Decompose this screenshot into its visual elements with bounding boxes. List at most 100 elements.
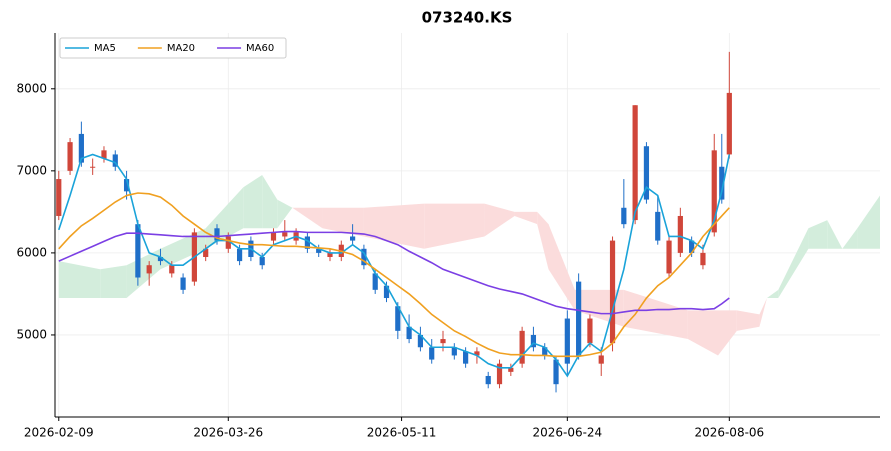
candle-body: [564, 318, 570, 364]
candle-body: [598, 355, 604, 364]
candle-body: [726, 92, 732, 155]
candle-body: [169, 265, 175, 274]
candle-body: [157, 257, 164, 262]
cloud-segment: [827, 220, 843, 249]
cloud-segment: [160, 228, 206, 270]
ma-line: [58, 230, 730, 315]
candle-body: [542, 347, 548, 356]
candle-body: [135, 224, 141, 278]
candle-body: [496, 363, 503, 385]
candle-body: [485, 375, 491, 385]
candle-body: [519, 330, 525, 364]
candle-body: [90, 166, 96, 168]
cloud-segment: [766, 289, 779, 299]
cloud-segment: [842, 228, 858, 249]
cloud-segment: [424, 203, 485, 249]
x-tick-label: 2026-08-06: [694, 426, 764, 440]
candle-body: [530, 334, 537, 348]
candle-body: [270, 232, 277, 241]
candle-body: [632, 105, 638, 221]
cloud-segment: [363, 203, 425, 249]
legend-box: [59, 37, 287, 59]
cloud-segment: [58, 261, 101, 299]
candle-body: [429, 347, 435, 360]
candle-body: [677, 215, 683, 253]
cloud-segment: [322, 207, 364, 237]
candle-body: [372, 273, 378, 290]
candle-body: [112, 154, 118, 167]
x-tick-label: 2026-06-24: [532, 426, 602, 440]
legend-label: MA60: [246, 43, 274, 54]
candle-body: [406, 326, 412, 340]
cloud-segment: [718, 310, 737, 356]
cloud-segment: [243, 174, 263, 229]
y-tick-label: 6000: [16, 245, 47, 259]
cloud-segment: [548, 224, 575, 311]
candle-body: [350, 236, 356, 241]
candle-body: [67, 142, 73, 171]
legend: MA5 MA20 MA60: [59, 37, 287, 59]
cloud-segment: [736, 310, 760, 331]
candle-body: [395, 306, 401, 331]
chart-title: 073240.KS: [422, 9, 513, 27]
candle-body: [719, 166, 725, 200]
candle-body: [609, 240, 616, 344]
x-tick-label: 2026-03-26: [193, 426, 263, 440]
candle-body: [180, 277, 186, 290]
candle-body: [282, 232, 288, 237]
candle-body: [417, 334, 424, 348]
candle-body: [440, 339, 446, 344]
cloud-segment: [778, 228, 809, 299]
y-tick-label: 5000: [16, 327, 47, 341]
candle-body: [700, 252, 706, 266]
cloud-segment: [623, 289, 688, 340]
candle-body: [553, 359, 559, 385]
legend-label: MA20: [167, 43, 195, 54]
candle-body: [259, 257, 265, 266]
cloud-segment: [484, 203, 515, 237]
cloud-segment: [759, 298, 767, 327]
candle-body: [689, 240, 695, 253]
candle-body: [655, 211, 661, 241]
cloud-segment: [687, 310, 719, 356]
x-tick-label: 2026-02-09: [24, 426, 94, 440]
candle-body: [56, 179, 62, 216]
candle-body: [327, 252, 333, 257]
cloud-segment: [126, 248, 161, 299]
candle-body: [146, 265, 152, 274]
candle-body: [666, 240, 672, 274]
cloud-segment: [292, 207, 323, 229]
candle-body: [304, 236, 310, 249]
cloud-segment: [537, 211, 549, 270]
legend-label: MA5: [94, 43, 116, 54]
candle-body: [316, 248, 322, 253]
candle-body: [101, 150, 107, 159]
ma-line: [58, 192, 730, 358]
ma-line: [58, 153, 731, 378]
cloud-segment: [808, 220, 828, 249]
candle-body: [383, 285, 390, 299]
candle-body: [78, 133, 84, 163]
candle-body: [621, 207, 627, 225]
candle-body: [463, 351, 469, 364]
candle-body: [576, 281, 582, 356]
candle-body: [474, 351, 480, 356]
x-tick-label: 2026-05-11: [367, 426, 437, 440]
cloud-segment: [857, 195, 880, 249]
candle-body: [587, 318, 593, 344]
cloud-segment: [262, 174, 278, 229]
candle-body: [214, 228, 220, 241]
candle-body: [123, 179, 130, 192]
candle-body: [451, 347, 457, 356]
cloud-segment: [100, 265, 127, 299]
candle-body: [236, 248, 243, 262]
candle-body: [361, 248, 367, 266]
candle-body: [225, 236, 231, 249]
y-tick-label: 7000: [16, 163, 47, 177]
candle-body: [203, 248, 209, 257]
cloud-segment: [514, 211, 538, 225]
candle-body: [643, 146, 650, 200]
cloud-segment: [277, 199, 293, 229]
candle-body: [711, 150, 717, 233]
